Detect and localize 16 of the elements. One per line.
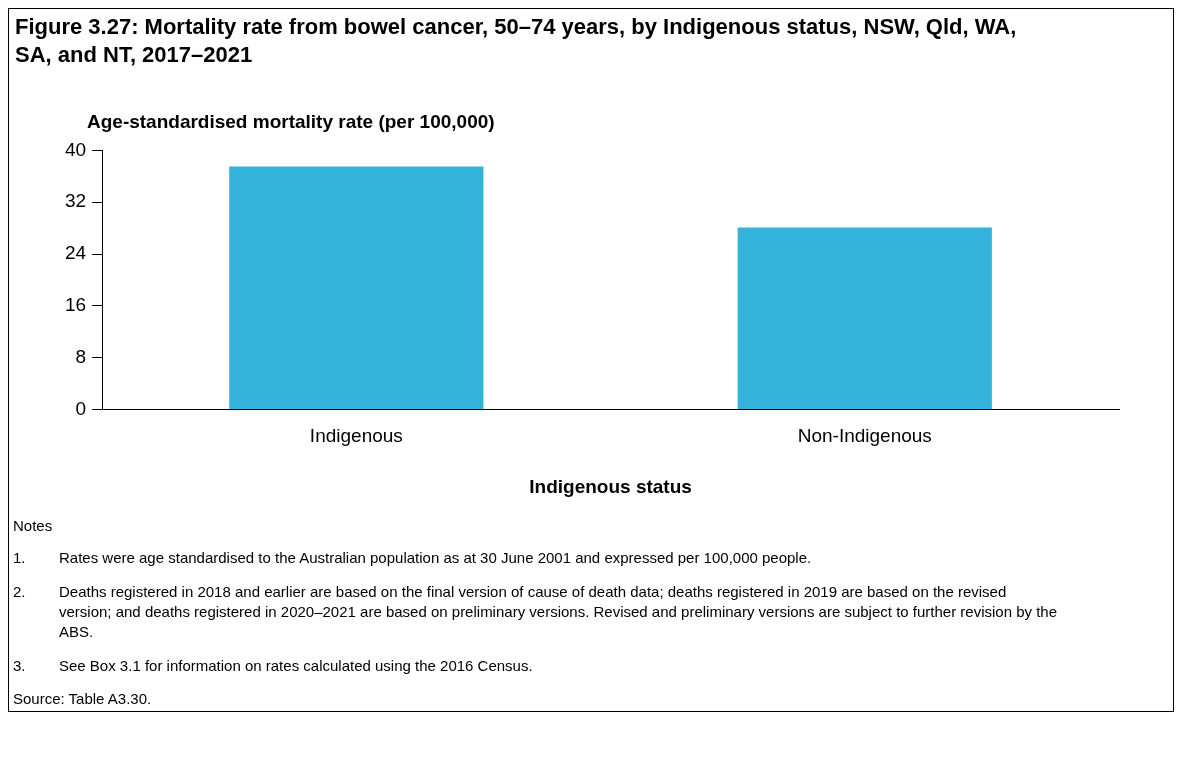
y-tick-label: 16 <box>64 294 87 316</box>
chart-title: Figure 3.27: Mortality rate from bowel cancer, 50–74 years, by Indigenous status, NSW, Qld, WA, SA, and NT, 2017–2021 <box>14 13 1018 69</box>
text: Notes <box>13 517 54 534</box>
x-tick-label: Indigenous <box>309 425 403 447</box>
y-tick-label: 32 <box>64 190 87 212</box>
y-tick-label: 40 <box>64 138 87 160</box>
source-note: Source: Table A3.30. <box>13 690 153 707</box>
y-tick-label: 24 <box>64 242 87 264</box>
y-tick-label: 8 <box>75 345 87 367</box>
text: 3. See Box 3.1 for information on rates calculated using the 2016 Census. <box>13 657 533 674</box>
text: 1. Rates were age standardised to the Australian population as at 30 June 2001 and expressed per 100,000 people. <box>13 549 812 566</box>
y-axis-title: Age-standardised mortality rate (per 100,000) <box>87 111 496 133</box>
x-tick-label: Non-Indigenous <box>797 425 932 447</box>
x-axis-title: Indigenous status <box>529 475 692 497</box>
y-tick-label: 0 <box>75 397 87 419</box>
text: 2. Deaths registered in 2018 and earlier are based on the final version of cause of death data; deaths registered in 2019 are based on the revised version; and deaths registered in 2020–2021 are based on preliminary versions. Revised and preliminary versions are subject to further revision by the ABS. <box>13 583 1058 640</box>
